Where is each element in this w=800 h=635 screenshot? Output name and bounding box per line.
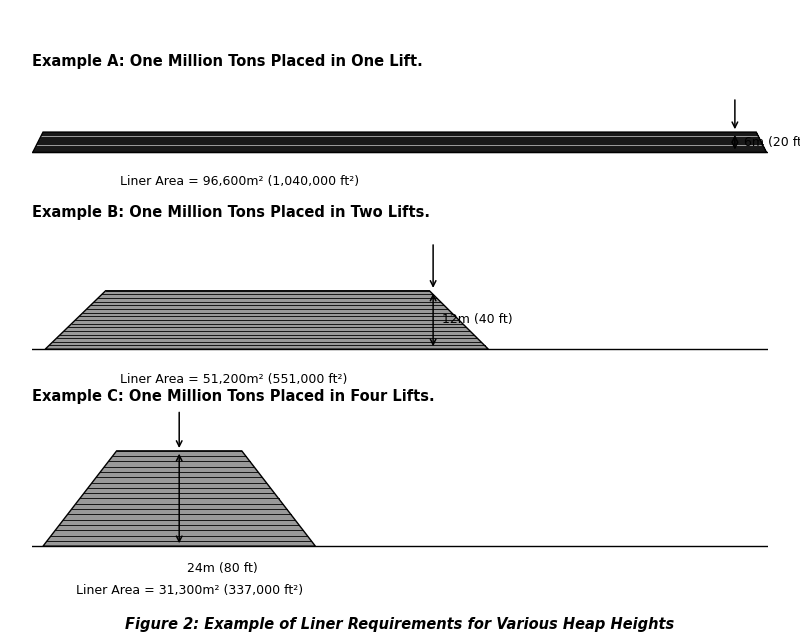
Text: Example B: One Million Tons Placed in Two Lifts.: Example B: One Million Tons Placed in Tw…	[32, 205, 430, 220]
Text: Liner Area = 96,600m² (1,040,000 ft²): Liner Area = 96,600m² (1,040,000 ft²)	[120, 175, 359, 187]
Text: Liner Area = 31,300m² (337,000 ft²): Liner Area = 31,300m² (337,000 ft²)	[76, 584, 303, 597]
Polygon shape	[46, 291, 488, 349]
Text: 6m (20 ft) Lift: 6m (20 ft) Lift	[744, 136, 800, 149]
Text: Example C: One Million Tons Placed in Four Lifts.: Example C: One Million Tons Placed in Fo…	[32, 389, 434, 404]
Text: Example A: One Million Tons Placed in One Lift.: Example A: One Million Tons Placed in On…	[32, 54, 422, 69]
Polygon shape	[43, 451, 315, 546]
Text: Liner Area = 51,200m² (551,000 ft²): Liner Area = 51,200m² (551,000 ft²)	[120, 373, 348, 387]
Polygon shape	[33, 132, 766, 152]
Text: 24m (80 ft): 24m (80 ft)	[186, 562, 258, 575]
Text: Figure 2: Example of Liner Requirements for Various Heap Heights: Figure 2: Example of Liner Requirements …	[126, 617, 674, 632]
Text: 12m (40 ft): 12m (40 ft)	[442, 314, 513, 326]
